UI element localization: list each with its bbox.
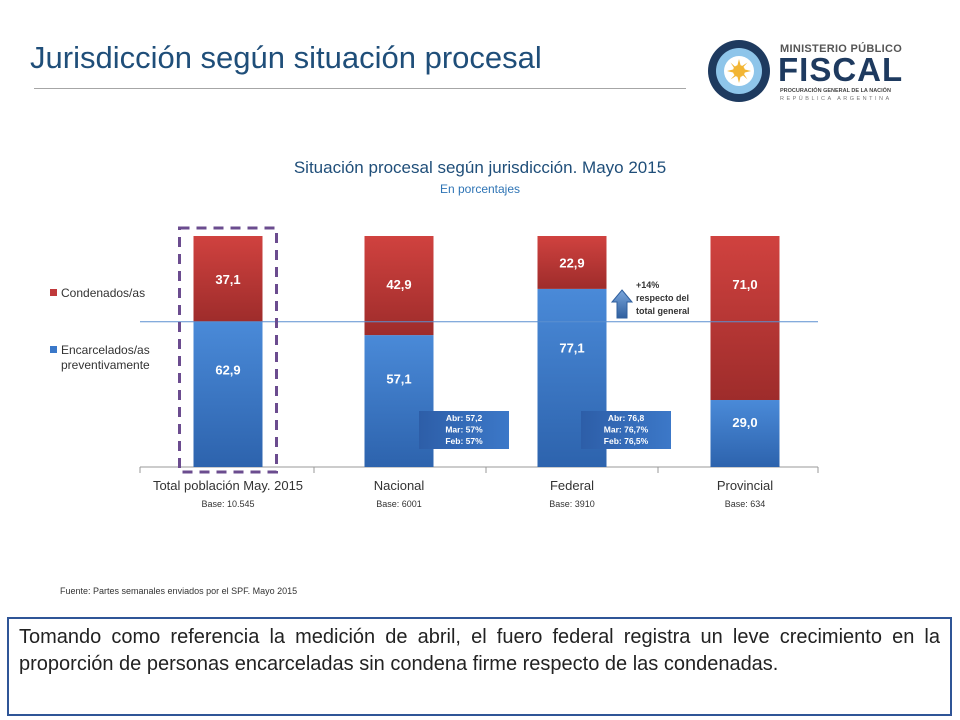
annotation-line: Abr: 57,2 [446,413,483,423]
source-note: Fuente: Partes semanales enviados por el… [60,586,298,596]
data-label-condenados: 71,0 [732,277,757,292]
logo-line-fiscal: FISCAL [778,51,904,88]
change-note-line: +14% [636,280,659,290]
legend-swatch [50,346,57,353]
monthly-annotation: Abr: 76,8 Mar: 76,7%Feb: 76,5% [581,411,671,449]
data-label-encarcelados: 62,9 [215,363,240,378]
base-label: Base: 6001 [376,499,422,509]
category-label: Federal [550,478,594,493]
change-note: +14% respecto del total general [610,280,690,319]
chart-subtitle: En porcentajes [439,182,521,196]
category-label: Provincial [717,478,773,493]
base-label: Base: 634 [725,499,766,509]
bar-encarcelados [193,321,263,467]
annotation-box [581,411,671,449]
change-note-line: total general [636,306,690,316]
data-label-encarcelados: 57,1 [386,372,411,387]
chart-title: Situación procesal según jurisdicción. M… [293,158,667,177]
ministerio-fiscal-logo: MINISTERIO PÚBLICO FISCAL PROCURACIÓN GE… [706,38,902,104]
annotation-line: Feb: 76,5% [604,436,649,446]
data-label-encarcelados: 29,0 [732,415,757,430]
up-arrow-icon [610,289,634,319]
category-label: Total población May. 2015 [153,478,303,493]
monthly-annotation: Abr: 57,2 Mar: 57%Feb: 57% [419,411,509,449]
legend-swatch [50,289,57,296]
change-note-line: respecto del [636,293,689,303]
legend-item: Encarcelados/as preventivamente [50,343,150,372]
annotation-box [419,411,509,449]
legend-label: Encarcelados/as preventivamente [61,343,150,372]
bar-encarcelados [710,400,780,467]
base-label: Base: 10.545 [201,499,254,509]
bar-condenados [364,236,434,336]
stacked-bar-chart: 62,9 37,1 Total población May. 2015 Base: 1… [50,226,819,509]
category-label: Nacional [374,478,425,493]
logo-line-ministerio: MINISTERIO PÚBLICO [780,43,903,55]
annotation-line: Abr: 76,8 [608,413,645,423]
data-label-encarcelados: 77,1 [559,341,584,356]
bar-condenados [537,236,607,289]
annotation-line: Mar: 57% [445,425,483,435]
legend-label: Condenados/as [61,286,145,300]
data-label-condenados: 37,1 [215,272,240,287]
title-divider [34,88,686,89]
legend-item: Condenados/as [50,286,145,300]
annotation-line: Mar: 76,7% [604,425,649,435]
annotation-line: Feb: 57% [445,436,483,446]
data-label-condenados: 42,9 [386,277,411,292]
page-title: Jurisdicción según situación procesal [30,40,542,75]
base-label: Base: 3910 [549,499,595,509]
bar-condenados [193,236,263,322]
bar-condenados [710,236,780,401]
conclusion-text: Tomando como referencia la medición de a… [7,617,952,716]
logo-line-republica: REPÚBLICA ARGENTINA [780,96,892,102]
sun-seal-icon [708,40,770,102]
logo-line-procuracion: PROCURACIÓN GENERAL DE LA NACIÓN [780,88,891,94]
data-label-condenados: 22,9 [559,255,584,270]
